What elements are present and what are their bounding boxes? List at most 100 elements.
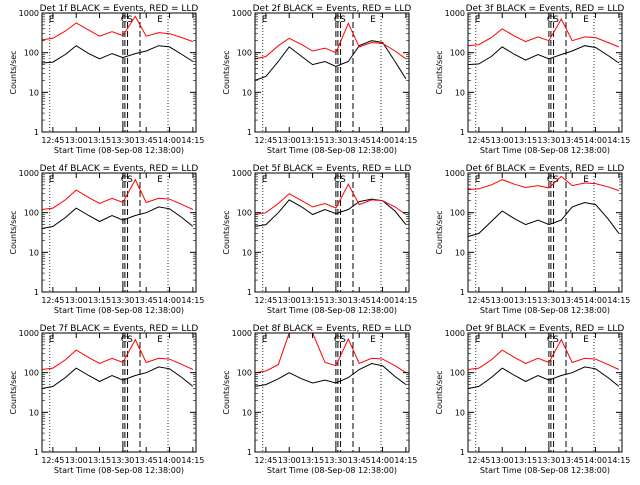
y-tick-label: 1 [247, 448, 252, 457]
x-axis-label: Start Time (08-Sep-08 12:38:00) [54, 466, 184, 475]
panel-title: Det 4f BLACK = Events, RED = LLD [40, 164, 199, 174]
y-axis-label: Counts/sec [9, 210, 18, 254]
y-axis-label: Counts/sec [9, 50, 18, 94]
marker-label-cs: CS [334, 335, 346, 345]
series-events-line [41, 206, 194, 229]
marker-label-e-end: E [157, 175, 163, 185]
marker-label-e-start: E [475, 175, 481, 185]
x-tick-label: 13:30 [324, 296, 347, 305]
panel-title: Det 8f BLACK = Events, RED = LLD [253, 324, 412, 334]
y-tick-label: 1000 [445, 9, 465, 18]
series-events-line [41, 45, 194, 64]
x-tick-label: 14:15 [607, 296, 630, 305]
x-axis-label: Start Time (08-Sep-08 12:38:00) [267, 466, 397, 475]
marker-label-e-end: E [583, 335, 589, 345]
marker-label-e-start: E [475, 335, 481, 345]
y-tick-label: 1000 [445, 169, 465, 178]
x-tick-label: 14:00 [158, 136, 181, 145]
panel-title: Det 2f BLACK = Events, RED = LLD [253, 4, 412, 14]
x-tick-label: 13:15 [514, 456, 537, 465]
x-tick-label: 12:45 [41, 136, 64, 145]
x-tick-label: 13:30 [111, 296, 134, 305]
x-tick-label: 13:00 [65, 296, 88, 305]
marker-label-e-end: E [157, 335, 163, 345]
x-tick-label: 13:30 [537, 456, 560, 465]
x-tick-label: 13:30 [537, 296, 560, 305]
marker-label-e-start: E [49, 335, 55, 345]
marker-label-e-start: E [475, 15, 481, 25]
marker-label-e-start: E [262, 175, 268, 185]
x-tick-label: 13:45 [135, 136, 158, 145]
series-lld-line [254, 332, 407, 374]
series-events-line [41, 366, 194, 389]
series-lld-line [254, 183, 407, 215]
x-tick-label: 13:45 [348, 456, 371, 465]
x-axis-label: Start Time (08-Sep-08 12:38:00) [267, 306, 397, 315]
y-axis-label: Counts/sec [9, 370, 18, 414]
y-tick-label: 100 [237, 209, 252, 218]
x-tick-label: 13:45 [348, 136, 371, 145]
marker-label-e-end: E [370, 15, 376, 25]
x-tick-label: 13:45 [348, 296, 371, 305]
plot-frame [41, 12, 197, 133]
x-axis-label: Start Time (08-Sep-08 12:38:00) [480, 146, 610, 155]
panel-title: Det 1f BLACK = Events, RED = LLD [40, 4, 199, 14]
y-tick-label: 100 [237, 369, 252, 378]
x-tick-label: 13:00 [491, 456, 514, 465]
series-events-line [254, 198, 407, 227]
x-tick-label: 12:45 [254, 136, 277, 145]
y-axis-label: Counts/sec [222, 210, 231, 254]
x-tick-label: 14:15 [181, 136, 204, 145]
series-events-line [467, 201, 620, 237]
x-tick-label: 13:30 [324, 136, 347, 145]
x-tick-label: 12:45 [467, 136, 490, 145]
x-tick-label: 12:45 [254, 456, 277, 465]
y-tick-label: 10 [242, 408, 252, 417]
series-events-line [254, 40, 407, 81]
y-tick-label: 1 [247, 288, 252, 297]
y-axis-label: Counts/sec [222, 370, 231, 414]
series-lld-line [467, 338, 620, 370]
series-events-line [467, 366, 620, 389]
x-tick-label: 13:45 [135, 296, 158, 305]
x-tick-label: 13:45 [561, 456, 584, 465]
x-tick-label: 14:00 [371, 296, 394, 305]
x-tick-label: 14:15 [394, 136, 417, 145]
marker-label-e-start: E [262, 335, 268, 345]
plot-frame [254, 172, 410, 293]
x-axis-label: Start Time (08-Sep-08 12:38:00) [480, 466, 610, 475]
marker-label-cs: CS [547, 335, 559, 345]
marker-label-cs: CS [121, 335, 133, 345]
x-tick-label: 13:00 [491, 136, 514, 145]
x-tick-label: 13:15 [514, 296, 537, 305]
x-tick-label: 13:45 [561, 296, 584, 305]
marker-label-cs: CS [121, 15, 133, 25]
plot-frame [467, 12, 623, 133]
plot-frame [254, 332, 410, 453]
y-tick-label: 1 [34, 128, 39, 137]
y-tick-label: 1000 [232, 329, 252, 338]
x-tick-label: 13:30 [111, 456, 134, 465]
x-tick-label: 13:15 [88, 296, 111, 305]
y-tick-label: 1000 [232, 9, 252, 18]
panel-title: Det 6f BLACK = Events, RED = LLD [466, 164, 625, 174]
marker-label-cs: CS [334, 175, 346, 185]
y-tick-label: 1 [460, 288, 465, 297]
y-tick-label: 10 [242, 248, 252, 257]
x-tick-label: 14:15 [607, 456, 630, 465]
y-tick-label: 10 [455, 248, 465, 257]
x-tick-label: 14:00 [158, 456, 181, 465]
marker-label-e-start: E [49, 175, 55, 185]
y-axis-label: Counts/sec [435, 370, 444, 414]
y-tick-label: 1 [34, 448, 39, 457]
x-tick-label: 14:15 [394, 296, 417, 305]
y-tick-label: 1 [460, 448, 465, 457]
y-tick-label: 1 [34, 288, 39, 297]
y-tick-label: 1000 [19, 329, 39, 338]
x-tick-label: 14:00 [584, 136, 607, 145]
